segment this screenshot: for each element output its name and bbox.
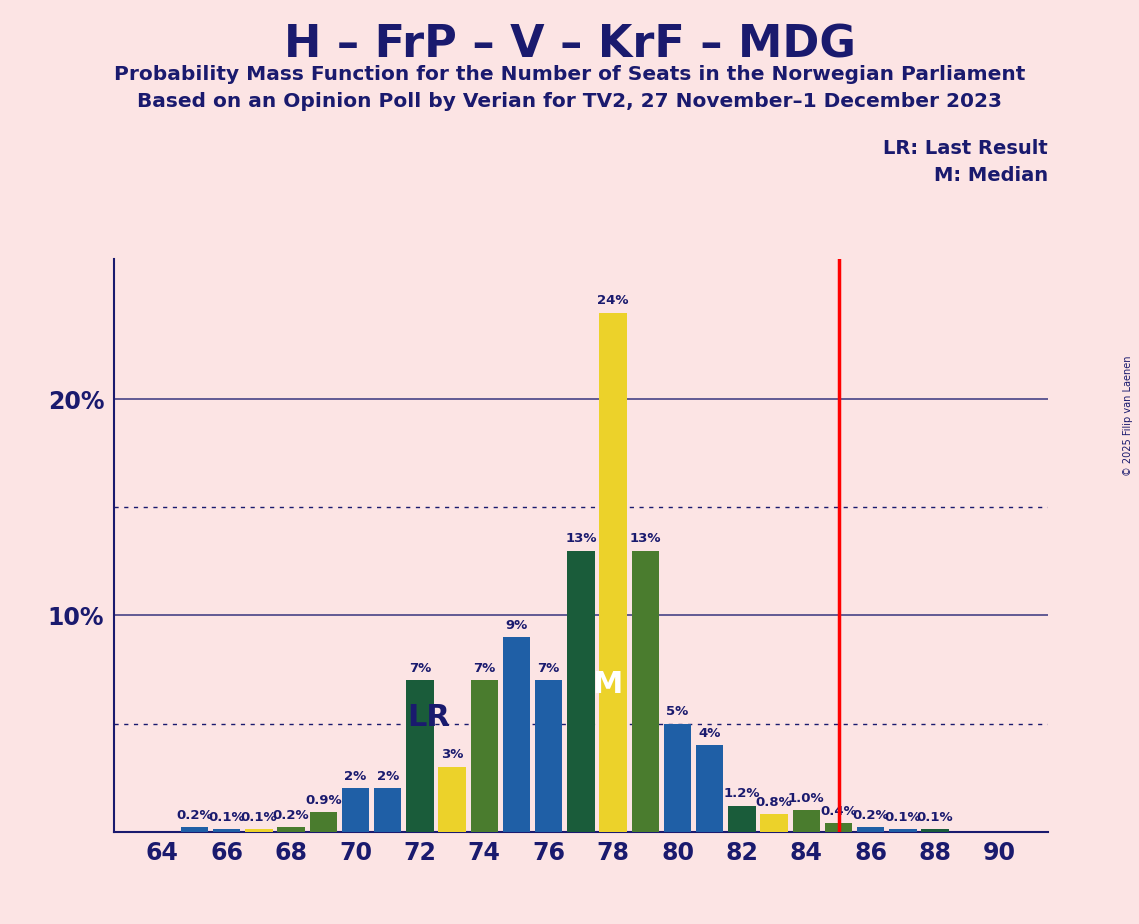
Text: 0.2%: 0.2%: [177, 808, 213, 821]
Text: 0.4%: 0.4%: [820, 805, 857, 818]
Bar: [921, 830, 949, 832]
Text: 7%: 7%: [409, 662, 431, 675]
Text: © 2025 Filip van Laenen: © 2025 Filip van Laenen: [1123, 356, 1132, 476]
Bar: [310, 812, 337, 832]
Text: 2%: 2%: [377, 770, 399, 783]
Bar: [181, 827, 208, 832]
Text: 13%: 13%: [630, 532, 661, 545]
Bar: [470, 680, 498, 832]
Bar: [793, 810, 820, 832]
Text: 0.1%: 0.1%: [240, 811, 277, 824]
Text: 2%: 2%: [344, 770, 367, 783]
Text: 0.1%: 0.1%: [208, 811, 245, 824]
Bar: [439, 767, 466, 832]
Text: Probability Mass Function for the Number of Seats in the Norwegian Parliament: Probability Mass Function for the Number…: [114, 65, 1025, 84]
Bar: [374, 788, 401, 832]
Bar: [342, 788, 369, 832]
Bar: [664, 723, 691, 832]
Text: 0.1%: 0.1%: [917, 811, 953, 824]
Bar: [857, 827, 884, 832]
Text: 0.8%: 0.8%: [756, 796, 793, 808]
Bar: [567, 551, 595, 832]
Text: LR: Last Result: LR: Last Result: [883, 139, 1048, 158]
Bar: [599, 312, 626, 832]
Bar: [632, 551, 659, 832]
Bar: [502, 637, 530, 832]
Bar: [696, 745, 723, 832]
Text: 0.9%: 0.9%: [305, 794, 342, 807]
Bar: [213, 830, 240, 832]
Text: 4%: 4%: [698, 726, 721, 740]
Text: LR: LR: [407, 702, 450, 732]
Text: Based on an Opinion Poll by Verian for TV2, 27 November–1 December 2023: Based on an Opinion Poll by Verian for T…: [137, 92, 1002, 112]
Text: 0.2%: 0.2%: [272, 808, 310, 821]
Text: 13%: 13%: [565, 532, 597, 545]
Text: 5%: 5%: [666, 705, 689, 718]
Text: 7%: 7%: [538, 662, 559, 675]
Bar: [761, 814, 788, 832]
Bar: [535, 680, 563, 832]
Text: 7%: 7%: [473, 662, 495, 675]
Text: M: M: [592, 670, 623, 699]
Bar: [245, 830, 272, 832]
Text: 1.0%: 1.0%: [788, 792, 825, 805]
Bar: [890, 830, 917, 832]
Bar: [278, 827, 305, 832]
Text: 24%: 24%: [597, 295, 629, 308]
Bar: [407, 680, 434, 832]
Text: 9%: 9%: [506, 619, 527, 632]
Bar: [825, 823, 852, 832]
Text: 0.1%: 0.1%: [885, 811, 921, 824]
Bar: [728, 806, 755, 832]
Text: 3%: 3%: [441, 748, 464, 761]
Text: H – FrP – V – KrF – MDG: H – FrP – V – KrF – MDG: [284, 23, 855, 67]
Text: 1.2%: 1.2%: [723, 787, 760, 800]
Text: M: Median: M: Median: [934, 166, 1048, 186]
Text: 0.2%: 0.2%: [852, 808, 890, 821]
